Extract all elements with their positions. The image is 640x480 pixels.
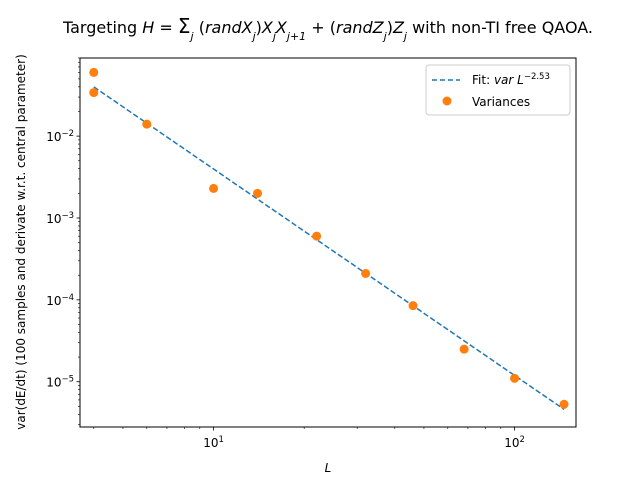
variance-point [559, 399, 569, 409]
title-math: X [275, 18, 288, 37]
title-math: = [154, 18, 178, 37]
legend-variances-label: Variances [472, 95, 530, 109]
y-tick-label: 10−3 [46, 211, 74, 226]
x-tick-exponent: 2 [519, 435, 524, 445]
y-tick-label: 10−4 [46, 293, 74, 308]
title-math: j [402, 30, 408, 43]
x-axis-label: L [325, 461, 332, 475]
title-sum-symbol: Σ [178, 14, 191, 38]
variance-point [361, 268, 371, 278]
y-tick-exponent: −4 [61, 293, 74, 303]
title-text: with non-TI free QAOA. [407, 18, 593, 37]
variance-point [89, 88, 99, 98]
variance-point [253, 188, 263, 198]
legend-fit-math: var L [494, 73, 524, 87]
variance-point [408, 301, 418, 311]
y-tick-label: 10−2 [46, 129, 74, 144]
title-text: Targeting [62, 18, 142, 37]
variance-point [510, 373, 520, 383]
title-math: ) [256, 18, 262, 37]
variance-point [312, 231, 322, 241]
legend-fit-label: Fit: var L−2.53 [472, 72, 550, 87]
legend-fit-exponent: −2.53 [524, 72, 550, 82]
title-math: j+1 [285, 30, 306, 43]
y-tick-exponent: −2 [61, 129, 74, 139]
title-math: j [271, 30, 277, 43]
title-math: Z [392, 18, 405, 37]
title-math: randX [205, 18, 254, 37]
legend-variances-marker [442, 96, 452, 106]
variance-point [142, 119, 152, 129]
y-axis-label: var(dE/dt) (100 samples and derivate w.r… [14, 54, 28, 430]
legend: Fit: var L−2.53 Variances [425, 64, 571, 116]
variance-point [89, 67, 99, 77]
title-math: j [189, 30, 195, 43]
title-math: ) [387, 18, 393, 37]
title-math: + ( [306, 18, 336, 37]
y-tick-exponent: −5 [61, 375, 74, 385]
variance-point [209, 183, 219, 193]
chart-title: Targeting H = Σj (randXj)XjXj+1 + (randZ… [62, 14, 593, 43]
x-tick-exponent: 1 [218, 435, 223, 445]
legend-fit-prefix: Fit: [472, 73, 494, 87]
y-tick-exponent: −3 [61, 211, 74, 221]
y-tick-label: 10−5 [46, 375, 74, 390]
title-math: j [382, 30, 388, 43]
x-tick-label: 102 [504, 435, 525, 450]
variance-point [459, 344, 469, 354]
plot-area [89, 67, 569, 410]
title-math: X [261, 18, 274, 37]
title-math: H [142, 18, 154, 37]
x-tick-label: 101 [203, 435, 224, 450]
title-math: j [251, 30, 257, 43]
title-math: ( [194, 18, 205, 37]
axis-ticks: 10−5 10−4 10−3 10−2 101 102 [46, 57, 525, 450]
legend-box [425, 64, 571, 116]
fit-line [93, 86, 565, 410]
title-math: randZ [336, 18, 385, 37]
